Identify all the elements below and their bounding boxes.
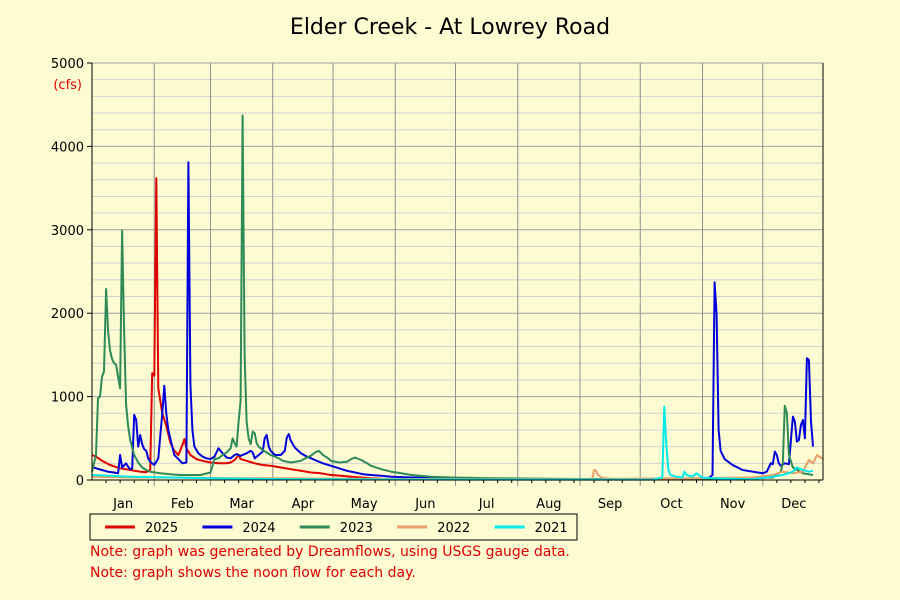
legend: 2025 2024 2023 2022 2021 bbox=[89, 513, 578, 541]
legend-label-2025: 2025 bbox=[145, 521, 178, 536]
legend-label-2023: 2023 bbox=[340, 521, 373, 536]
legend-label-2021: 2021 bbox=[535, 521, 568, 536]
series-lines bbox=[91, 114, 824, 481]
y-tick-label: 1000 bbox=[51, 391, 84, 406]
x-tick-label: Feb bbox=[171, 497, 194, 512]
y-axis-unit-label: (cfs) bbox=[53, 78, 82, 93]
x-tick-label: Nov bbox=[720, 497, 746, 512]
axes: 0 1000 2000 3000 4000 5000 Jan Feb Mar Apr May Jun J… bbox=[51, 57, 824, 512]
legend-label-2024: 2024 bbox=[242, 521, 275, 536]
x-tick-label: Jan bbox=[112, 497, 133, 512]
x-tick-label: May bbox=[351, 497, 378, 512]
y-tick-label: 4000 bbox=[51, 140, 84, 155]
series-line-2024 bbox=[91, 161, 814, 481]
chart-title: Elder Creek - At Lowrey Road bbox=[290, 15, 610, 40]
x-tick-label: Aug bbox=[536, 497, 561, 512]
y-tick-label: 5000 bbox=[51, 57, 84, 72]
y-tick-label: 2000 bbox=[51, 307, 84, 322]
legend-box bbox=[89, 513, 578, 541]
x-tick-label: Dec bbox=[781, 497, 806, 512]
x-tick-label: Jun bbox=[414, 497, 435, 512]
note-data-source: Note: graph was generated by Dreamflows,… bbox=[90, 544, 570, 560]
x-tick-label: Oct bbox=[660, 497, 682, 512]
legend-label-2022: 2022 bbox=[437, 521, 470, 536]
note-noon-flow: Note: graph shows the noon flow for each… bbox=[90, 565, 416, 581]
x-tick-label: Jul bbox=[478, 497, 495, 512]
x-tick-label: Mar bbox=[229, 497, 254, 512]
series-line-2025 bbox=[91, 177, 382, 480]
x-tick-label: Apr bbox=[292, 497, 315, 512]
y-tick-label: 0 bbox=[76, 474, 84, 489]
x-tick-label: Sep bbox=[598, 497, 623, 512]
grid-lines bbox=[92, 62, 823, 486]
series-line-2021 bbox=[91, 405, 814, 481]
series-line-2023 bbox=[91, 114, 814, 481]
y-tick-label: 3000 bbox=[51, 224, 84, 239]
